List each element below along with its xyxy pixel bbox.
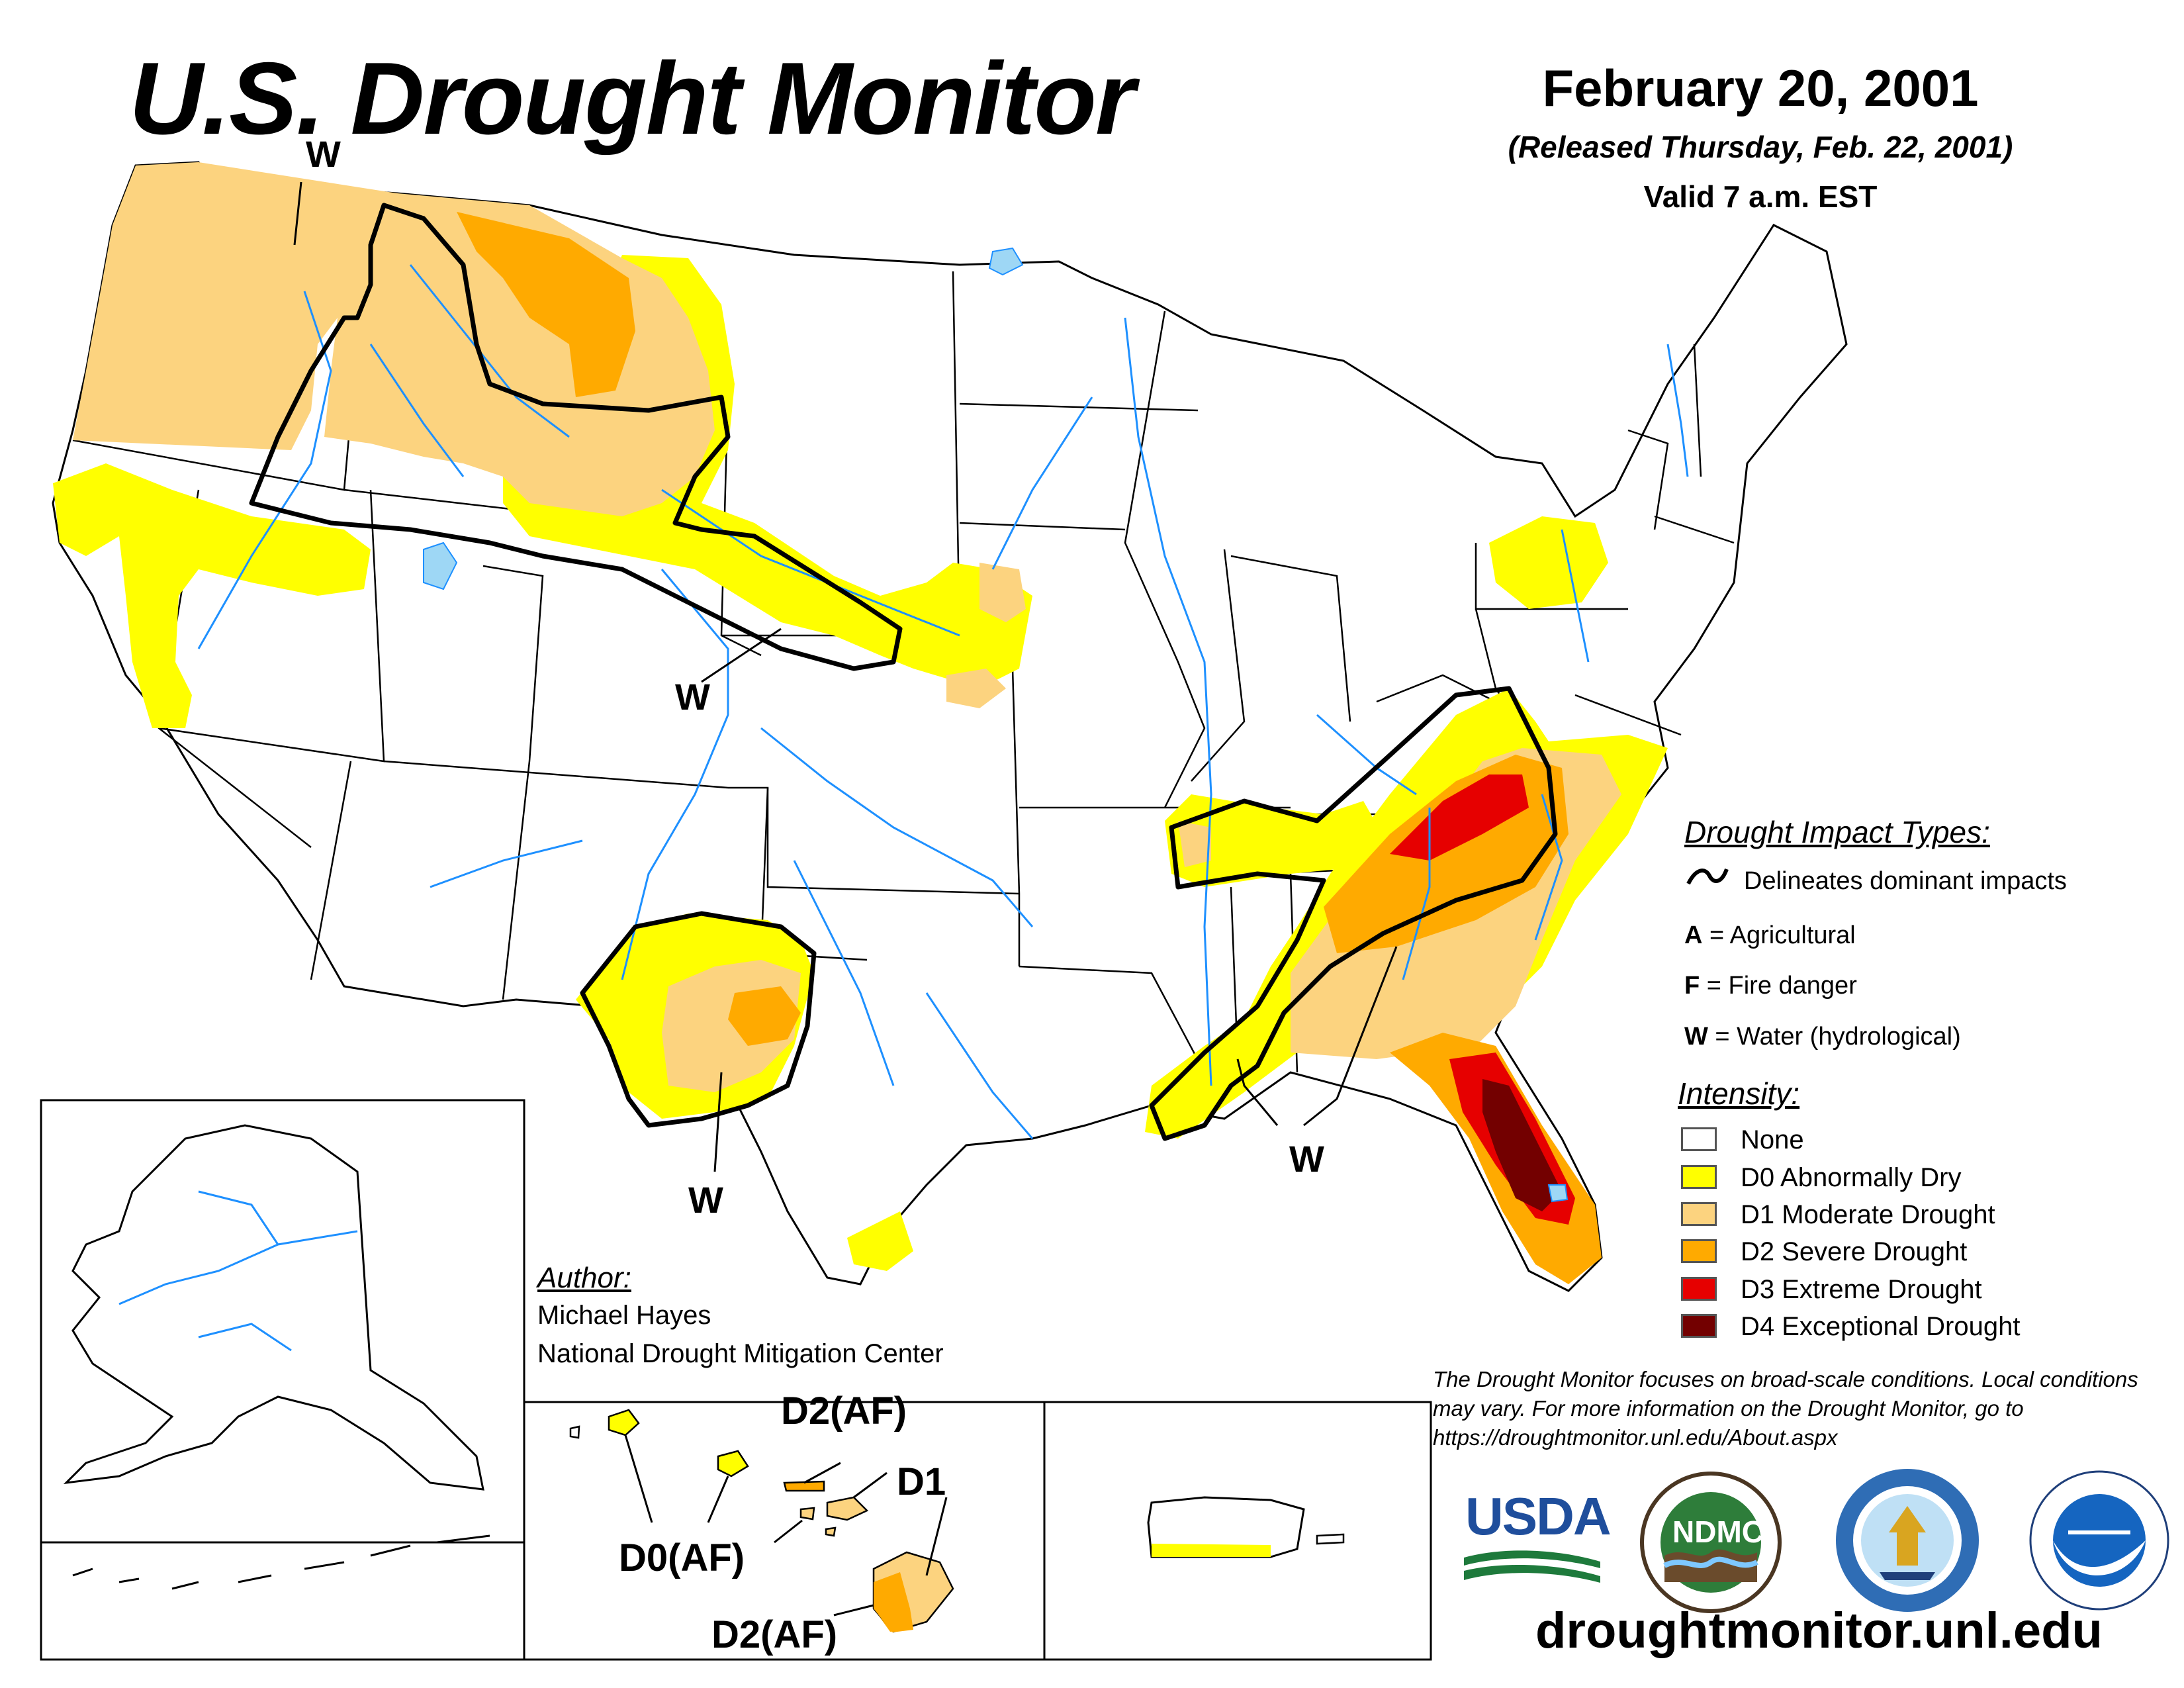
kahoolawe <box>825 1526 837 1537</box>
d0-tennessee <box>1165 794 1390 887</box>
rivers <box>197 264 1689 1139</box>
lanai <box>799 1507 815 1521</box>
author-organization: National Drought Mitigation Center <box>537 1339 944 1368</box>
vieques <box>1316 1533 1345 1545</box>
d3-tennessee-carolinas <box>1390 774 1529 861</box>
intensity-label-d4: D4 Exceptional Drought <box>1741 1312 2021 1341</box>
swatch-d2 <box>1681 1239 1717 1263</box>
alaska-outline <box>63 1124 484 1491</box>
impact-label-central: W <box>675 676 710 718</box>
intensity-label-d2: D2 Severe Drought <box>1741 1237 1968 1266</box>
usda-wave-icon <box>1464 1550 1600 1583</box>
great-salt-lake <box>423 541 458 590</box>
swatch-d1 <box>1681 1202 1717 1226</box>
usda-logo-text: USDA <box>1465 1487 1612 1546</box>
impact-legend-water: W = Water (hydrological) <box>1684 1023 1961 1051</box>
intensity-label-d1: D1 Moderate Drought <box>1741 1200 1995 1229</box>
lakes <box>423 247 1569 1203</box>
author-heading: Author: <box>537 1262 631 1294</box>
hawaii-label-d2af-bottom: D2(AF) <box>711 1613 838 1656</box>
puerto-rico-outline <box>1147 1496 1305 1558</box>
intensity-label-none: None <box>1741 1125 1804 1154</box>
valid-time: Valid 7 a.m. EST <box>1643 179 1878 214</box>
intensity-label-d0: D0 Abnormally Dry <box>1741 1163 1962 1192</box>
intensity-legend-heading: Intensity: <box>1678 1076 1800 1111</box>
impact-label-southeast: W <box>1289 1138 1324 1180</box>
d0-texas-coast <box>847 1211 913 1271</box>
disclaimer-note: The Drought Monitor focuses on broad-sca… <box>1433 1367 2138 1450</box>
delineation-line-icon <box>1686 868 1729 885</box>
hawaii-label-d2af-top: D2(AF) <box>781 1389 907 1432</box>
swatch-none <box>1681 1127 1717 1151</box>
lake-okeechobee <box>1547 1184 1569 1203</box>
impact-legend-delineates: Delineates dominant impacts <box>1744 867 2067 895</box>
alaska-rivers <box>118 1190 358 1352</box>
map-date: February 20, 2001 <box>1542 59 1979 117</box>
hawaii-label-d1: D1 <box>897 1460 946 1503</box>
lake-of-the-woods <box>988 247 1024 276</box>
callout-lines <box>293 181 1398 1172</box>
swatch-d4 <box>1681 1314 1717 1338</box>
swatch-d0 <box>1681 1165 1717 1189</box>
d0-pennsylvania <box>1489 516 1608 609</box>
d1-kansas <box>946 669 1006 708</box>
impact-lines <box>249 203 1558 1141</box>
hawaii-islands <box>569 1409 954 1633</box>
d2-montana <box>457 212 635 397</box>
maui <box>826 1496 869 1521</box>
d1-arkansas <box>1178 821 1211 867</box>
d2-texas <box>728 986 801 1046</box>
oahu <box>717 1450 749 1477</box>
website-url[interactable]: droughtmonitor.unl.edu <box>1535 1603 2103 1659</box>
impact-label-northwest: W <box>306 133 341 175</box>
niihau <box>569 1425 580 1439</box>
author-name: Michael Hayes <box>537 1301 711 1330</box>
impact-legend-fire: F = Fire danger <box>1684 972 1857 1000</box>
noaa-logo <box>2029 1470 2169 1611</box>
swatch-d3 <box>1681 1277 1717 1301</box>
d0-northwest-arm <box>53 463 371 728</box>
intensity-label-d3: D3 Extreme Drought <box>1741 1275 1982 1304</box>
molokai <box>783 1480 825 1492</box>
ndmc-logo-text: NDMC <box>1672 1515 1764 1549</box>
d4-florida <box>1482 1079 1562 1211</box>
d1-nebraska <box>979 563 1026 622</box>
department-of-commerce-logo <box>1836 1469 1979 1612</box>
kauai <box>608 1409 640 1436</box>
usda-logo: USDA <box>1463 1486 1612 1583</box>
release-date: (Released Thursday, Feb. 22, 2001) <box>1508 130 2013 164</box>
hawaii-label-d0af: D0(AF) <box>619 1536 745 1579</box>
aleutian-islands <box>72 1534 490 1590</box>
map-title: U.S. Drought Monitor <box>129 41 1135 156</box>
impact-label-texas: W <box>688 1179 723 1221</box>
impact-legend-heading: Drought Impact Types: <box>1684 815 1990 849</box>
d4-regions <box>1482 1079 1562 1211</box>
impact-legend-agricultural: A = Agricultural <box>1684 921 1856 949</box>
hawaii-callouts <box>624 1434 948 1617</box>
ndmc-logo <box>1640 1472 1782 1613</box>
